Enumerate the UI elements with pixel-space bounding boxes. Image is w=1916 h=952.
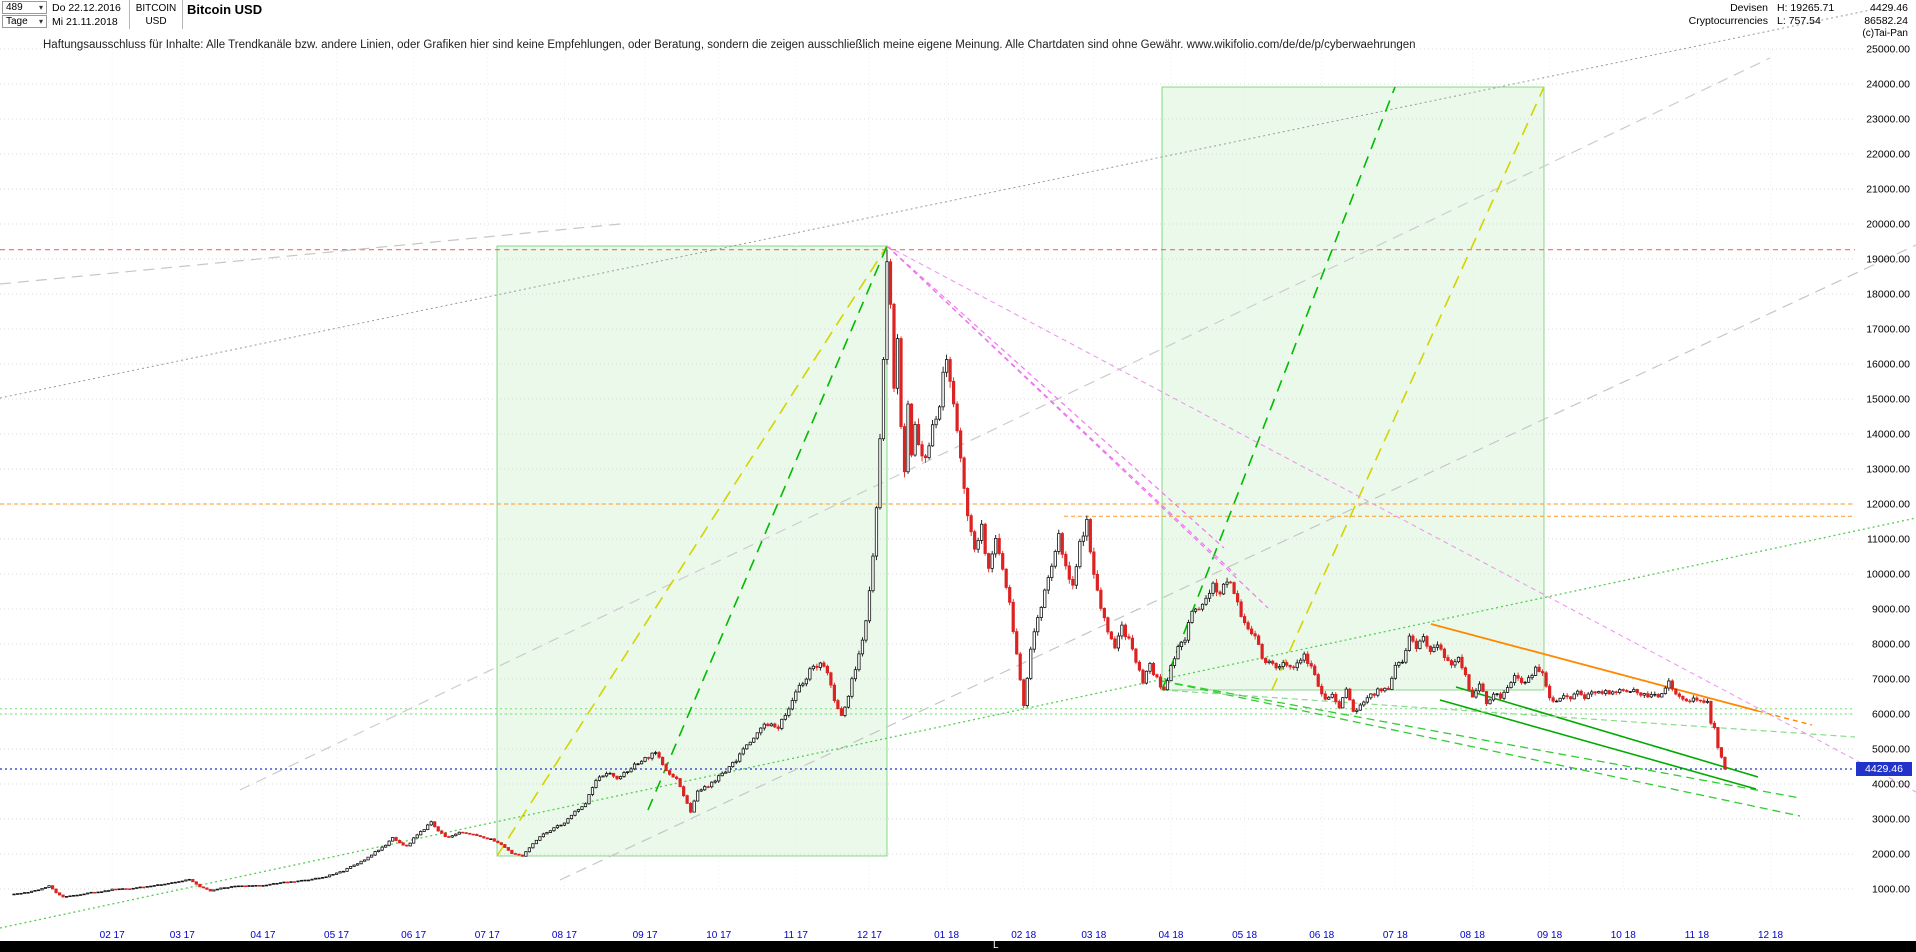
svg-text:10000.00: 10000.00 xyxy=(1866,569,1910,581)
svg-text:11 18: 11 18 xyxy=(1685,930,1710,941)
svg-text:23000.00: 23000.00 xyxy=(1866,114,1910,126)
time-axis[interactable]: 02 17 03 17 04 17 05 17 06 17 07 17 08 17 09 17… xyxy=(100,930,1784,941)
svg-text:25000.00: 25000.00 xyxy=(1866,44,1910,56)
svg-text:03 17: 03 17 xyxy=(170,930,195,941)
symbol-label: BITCOIN xyxy=(135,3,177,14)
svg-text:7000.00: 7000.00 xyxy=(1872,674,1910,686)
page-title: Bitcoin USD xyxy=(187,2,263,17)
svg-text:02 18: 02 18 xyxy=(1011,930,1036,941)
subcategory-label: Cryptocurrencies xyxy=(1688,15,1768,27)
svg-text:06 17: 06 17 xyxy=(401,930,426,941)
volume-label: 86582.24 xyxy=(1864,15,1908,27)
svg-text:01 18: 01 18 xyxy=(934,930,959,941)
category-label: Devisen xyxy=(1730,2,1768,14)
svg-text:5000.00: 5000.00 xyxy=(1872,744,1910,756)
chevron-down-icon: ▾ xyxy=(38,2,43,12)
svg-text:6000.00: 6000.00 xyxy=(1872,709,1910,721)
copyright-label: (c)Tai-Pan xyxy=(1862,28,1908,39)
svg-text:08 18: 08 18 xyxy=(1460,930,1485,941)
header-divider xyxy=(129,0,130,29)
last-price-label: 4429.46 xyxy=(1870,2,1908,14)
svg-text:11 17: 11 17 xyxy=(784,930,809,941)
low-value-label: L: 757.54 xyxy=(1777,15,1821,27)
current-price-badge: 4429.46 xyxy=(1856,762,1912,776)
svg-text:04 17: 04 17 xyxy=(250,930,275,941)
svg-text:12000.00: 12000.00 xyxy=(1866,499,1910,511)
svg-text:22000.00: 22000.00 xyxy=(1866,149,1910,161)
svg-text:20000.00: 20000.00 xyxy=(1866,219,1910,231)
header-divider xyxy=(182,0,183,29)
svg-text:04 18: 04 18 xyxy=(1158,930,1183,941)
svg-text:02 17: 02 17 xyxy=(100,930,125,941)
svg-text:9000.00: 9000.00 xyxy=(1872,604,1910,616)
bars-count-dropdown[interactable]: 489 ▾ xyxy=(2,1,47,14)
svg-text:1000.00: 1000.00 xyxy=(1872,884,1910,896)
svg-text:07 17: 07 17 xyxy=(475,930,500,941)
date-to-label: Mi 21.11.2018 xyxy=(52,16,118,28)
svg-text:14000.00: 14000.00 xyxy=(1866,429,1910,441)
svg-text:4000.00: 4000.00 xyxy=(1872,779,1910,791)
svg-text:17000.00: 17000.00 xyxy=(1866,324,1910,336)
disclaimer-text: Haftungsausschluss für Inhalte: Alle Tre… xyxy=(43,39,1416,51)
svg-text:12 17: 12 17 xyxy=(857,930,882,941)
svg-text:07 18: 07 18 xyxy=(1383,930,1408,941)
scrollbar-label: L xyxy=(993,940,999,951)
chart-scrollbar[interactable]: L xyxy=(0,940,1916,952)
svg-text:21000.00: 21000.00 xyxy=(1866,184,1910,196)
svg-text:08 17: 08 17 xyxy=(552,930,577,941)
chevron-down-icon: ▾ xyxy=(38,16,43,26)
svg-text:12 18: 12 18 xyxy=(1758,930,1783,941)
period-type-dropdown[interactable]: Tage ▾ xyxy=(2,15,47,28)
svg-text:8000.00: 8000.00 xyxy=(1872,639,1910,651)
svg-text:16000.00: 16000.00 xyxy=(1866,359,1910,371)
svg-text:13000.00: 13000.00 xyxy=(1866,464,1910,476)
highlight-boxes xyxy=(496,86,1545,857)
period-type-value: Tage xyxy=(6,16,28,27)
trend-lines xyxy=(0,7,1916,929)
svg-text:06 18: 06 18 xyxy=(1309,930,1334,941)
svg-text:05 18: 05 18 xyxy=(1232,930,1257,941)
bars-count-value: 489 xyxy=(6,2,23,13)
svg-text:03 18: 03 18 xyxy=(1081,930,1106,941)
svg-text:15000.00: 15000.00 xyxy=(1866,394,1910,406)
svg-text:11000.00: 11000.00 xyxy=(1867,534,1910,546)
svg-text:09 17: 09 17 xyxy=(633,930,658,941)
svg-text:18000.00: 18000.00 xyxy=(1866,289,1910,301)
svg-text:10 18: 10 18 xyxy=(1611,930,1636,941)
svg-text:09 18: 09 18 xyxy=(1537,930,1562,941)
currency-label: USD xyxy=(145,16,167,27)
svg-text:10 17: 10 17 xyxy=(706,930,731,941)
svg-text:2000.00: 2000.00 xyxy=(1872,849,1910,861)
svg-text:3000.00: 3000.00 xyxy=(1872,814,1910,826)
svg-text:24000.00: 24000.00 xyxy=(1866,79,1910,91)
grid xyxy=(0,48,1855,890)
high-value-label: H: 19265.71 xyxy=(1777,2,1835,14)
price-axis[interactable]: 25000.00 24000.00 23000.00 22000.00 21000.00… xyxy=(1866,44,1910,896)
date-from-label: Do 22.12.2016 xyxy=(52,2,121,14)
svg-text:19000.00: 19000.00 xyxy=(1866,254,1910,266)
candles xyxy=(12,249,1727,898)
svg-text:05 17: 05 17 xyxy=(324,930,349,941)
